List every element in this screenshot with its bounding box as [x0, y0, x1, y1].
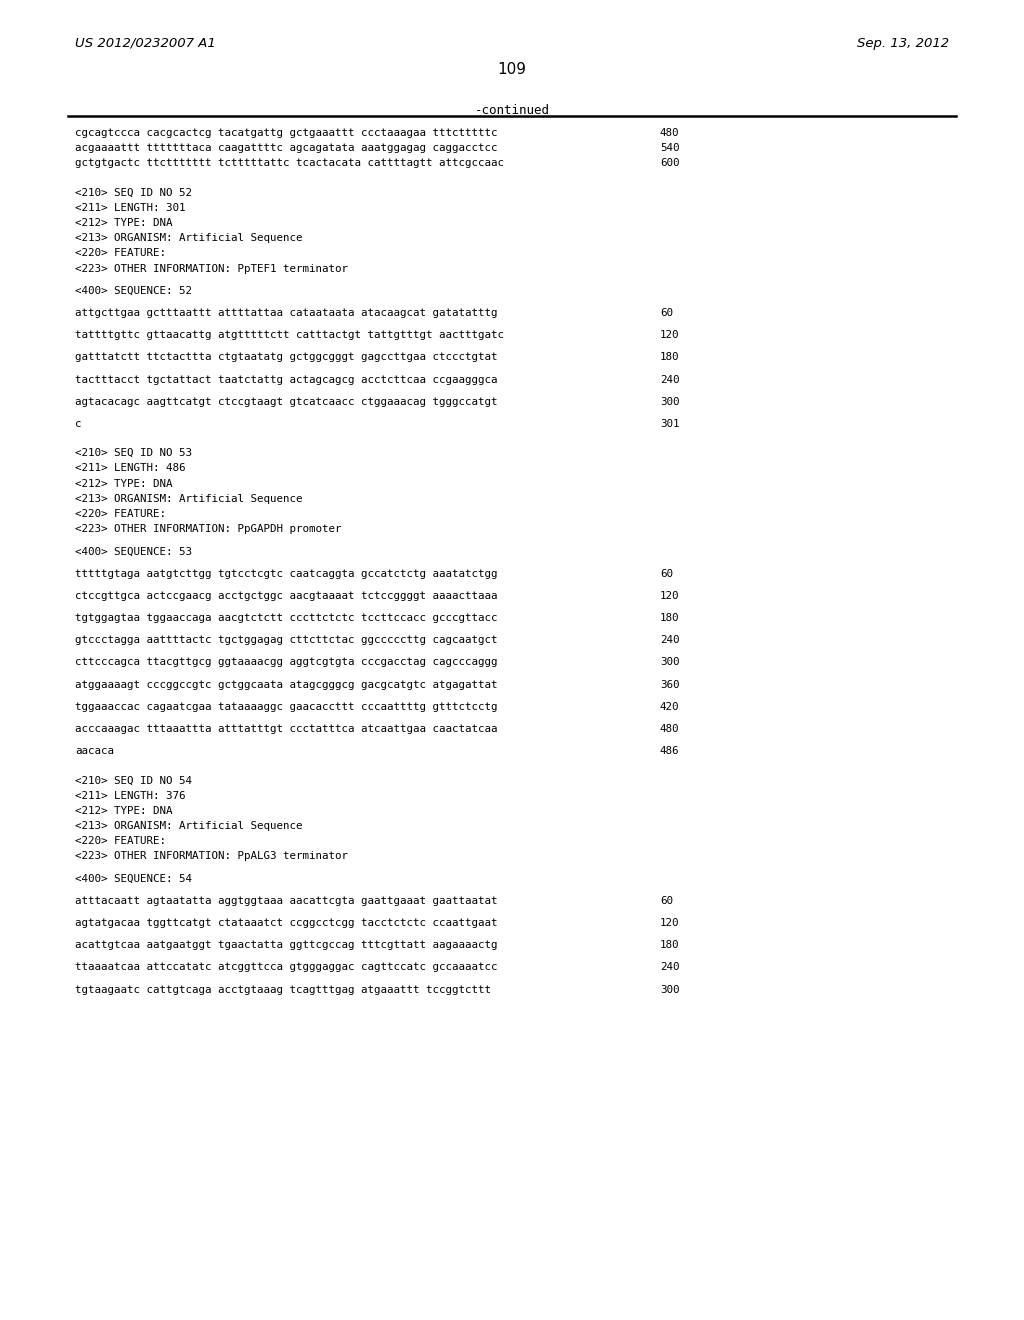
- Text: <210> SEQ ID NO 54: <210> SEQ ID NO 54: [75, 775, 193, 785]
- Text: atttacaatt agtaatatta aggtggtaaa aacattcgta gaattgaaat gaattaatat: atttacaatt agtaatatta aggtggtaaa aacattc…: [75, 896, 498, 906]
- Text: <212> TYPE: DNA: <212> TYPE: DNA: [75, 805, 172, 816]
- Text: agtacacagc aagttcatgt ctccgtaagt gtcatcaacc ctggaaacag tgggccatgt: agtacacagc aagttcatgt ctccgtaagt gtcatca…: [75, 397, 498, 407]
- Text: <223> OTHER INFORMATION: PpALG3 terminator: <223> OTHER INFORMATION: PpALG3 terminat…: [75, 851, 348, 862]
- Text: tggaaaccac cagaatcgaa tataaaaggc gaacaccttt cccaattttg gtttctcctg: tggaaaccac cagaatcgaa tataaaaggc gaacacc…: [75, 702, 498, 711]
- Text: <213> ORGANISM: Artificial Sequence: <213> ORGANISM: Artificial Sequence: [75, 494, 302, 504]
- Text: 120: 120: [660, 591, 680, 601]
- Text: -continued: -continued: [474, 104, 550, 117]
- Text: 240: 240: [660, 375, 680, 384]
- Text: gtccctagga aattttactc tgctggagag cttcttctac ggcccccttg cagcaatgct: gtccctagga aattttactc tgctggagag cttcttc…: [75, 635, 498, 645]
- Text: 120: 120: [660, 917, 680, 928]
- Text: 360: 360: [660, 680, 680, 689]
- Text: Sep. 13, 2012: Sep. 13, 2012: [857, 37, 949, 50]
- Text: 300: 300: [660, 397, 680, 407]
- Text: <400> SEQUENCE: 54: <400> SEQUENCE: 54: [75, 874, 193, 883]
- Text: aacaca: aacaca: [75, 746, 114, 756]
- Text: 180: 180: [660, 612, 680, 623]
- Text: gatttatctt ttctacttta ctgtaatatg gctggcgggt gagccttgaa ctccctgtat: gatttatctt ttctacttta ctgtaatatg gctggcg…: [75, 352, 498, 363]
- Text: <211> LENGTH: 301: <211> LENGTH: 301: [75, 203, 185, 213]
- Text: 300: 300: [660, 985, 680, 994]
- Text: <212> TYPE: DNA: <212> TYPE: DNA: [75, 479, 172, 488]
- Text: acccaaagac tttaaattta atttatttgt ccctatttca atcaattgaa caactatcaa: acccaaagac tttaaattta atttatttgt ccctatt…: [75, 723, 498, 734]
- Text: <220> FEATURE:: <220> FEATURE:: [75, 836, 166, 846]
- Text: gctgtgactc ttcttttttt tctttttattc tcactacata cattttagtt attcgccaac: gctgtgactc ttcttttttt tctttttattc tcacta…: [75, 158, 504, 169]
- Text: 540: 540: [660, 143, 680, 153]
- Text: 486: 486: [660, 746, 680, 756]
- Text: 60: 60: [660, 896, 673, 906]
- Text: 120: 120: [660, 330, 680, 341]
- Text: <223> OTHER INFORMATION: PpGAPDH promoter: <223> OTHER INFORMATION: PpGAPDH promote…: [75, 524, 341, 535]
- Text: 109: 109: [498, 62, 526, 77]
- Text: US 2012/0232007 A1: US 2012/0232007 A1: [75, 37, 216, 50]
- Text: cttcccagca ttacgttgcg ggtaaaacgg aggtcgtgta cccgacctag cagcccaggg: cttcccagca ttacgttgcg ggtaaaacgg aggtcgt…: [75, 657, 498, 668]
- Text: 60: 60: [660, 569, 673, 578]
- Text: acattgtcaa aatgaatggt tgaactatta ggttcgccag tttcgttatt aagaaaactg: acattgtcaa aatgaatggt tgaactatta ggttcgc…: [75, 940, 498, 950]
- Text: tgtggagtaa tggaaccaga aacgtctctt cccttctctc tccttccacc gcccgttacc: tgtggagtaa tggaaccaga aacgtctctt cccttct…: [75, 612, 498, 623]
- Text: <211> LENGTH: 486: <211> LENGTH: 486: [75, 463, 185, 474]
- Text: 600: 600: [660, 158, 680, 169]
- Text: 240: 240: [660, 962, 680, 973]
- Text: <400> SEQUENCE: 53: <400> SEQUENCE: 53: [75, 546, 193, 557]
- Text: tttttgtaga aatgtcttgg tgtcctcgtc caatcaggta gccatctctg aaatatctgg: tttttgtaga aatgtcttgg tgtcctcgtc caatcag…: [75, 569, 498, 578]
- Text: 180: 180: [660, 352, 680, 363]
- Text: ttaaaatcaa attccatatc atcggttcca gtgggaggac cagttccatc gccaaaatcc: ttaaaatcaa attccatatc atcggttcca gtgggag…: [75, 962, 498, 973]
- Text: ctccgttgca actccgaacg acctgctggc aacgtaaaat tctccggggt aaaacttaaa: ctccgttgca actccgaacg acctgctggc aacgtaa…: [75, 591, 498, 601]
- Text: 180: 180: [660, 940, 680, 950]
- Text: acgaaaattt tttttttaca caagattttc agcagatata aaatggagag caggacctcc: acgaaaattt tttttttaca caagattttc agcagat…: [75, 143, 498, 153]
- Text: <220> FEATURE:: <220> FEATURE:: [75, 510, 166, 519]
- Text: tgtaagaatc cattgtcaga acctgtaaag tcagtttgag atgaaattt tccggtcttt: tgtaagaatc cattgtcaga acctgtaaag tcagttt…: [75, 985, 490, 994]
- Text: <213> ORGANISM: Artificial Sequence: <213> ORGANISM: Artificial Sequence: [75, 234, 302, 243]
- Text: atggaaaagt cccggccgtc gctggcaata atagcgggcg gacgcatgtc atgagattat: atggaaaagt cccggccgtc gctggcaata atagcgg…: [75, 680, 498, 689]
- Text: 480: 480: [660, 128, 680, 139]
- Text: attgcttgaa gctttaattt attttattaa cataataata atacaagcat gatatatttg: attgcttgaa gctttaattt attttattaa cataata…: [75, 308, 498, 318]
- Text: <220> FEATURE:: <220> FEATURE:: [75, 248, 166, 259]
- Text: c: c: [75, 418, 82, 429]
- Text: <212> TYPE: DNA: <212> TYPE: DNA: [75, 218, 172, 228]
- Text: cgcagtccca cacgcactcg tacatgattg gctgaaattt ccctaaagaa tttctttttc: cgcagtccca cacgcactcg tacatgattg gctgaaa…: [75, 128, 498, 139]
- Text: <223> OTHER INFORMATION: PpTEF1 terminator: <223> OTHER INFORMATION: PpTEF1 terminat…: [75, 264, 348, 273]
- Text: 301: 301: [660, 418, 680, 429]
- Text: 60: 60: [660, 308, 673, 318]
- Text: <210> SEQ ID NO 53: <210> SEQ ID NO 53: [75, 449, 193, 458]
- Text: 240: 240: [660, 635, 680, 645]
- Text: tattttgttc gttaacattg atgtttttctt catttactgt tattgtttgt aactttgatc: tattttgttc gttaacattg atgtttttctt cattta…: [75, 330, 504, 341]
- Text: <213> ORGANISM: Artificial Sequence: <213> ORGANISM: Artificial Sequence: [75, 821, 302, 832]
- Text: tactttacct tgctattact taatctattg actagcagcg acctcttcaa ccgaagggca: tactttacct tgctattact taatctattg actagca…: [75, 375, 498, 384]
- Text: <400> SEQUENCE: 52: <400> SEQUENCE: 52: [75, 286, 193, 296]
- Text: 480: 480: [660, 723, 680, 734]
- Text: agtatgacaa tggttcatgt ctataaatct ccggcctcgg tacctctctc ccaattgaat: agtatgacaa tggttcatgt ctataaatct ccggcct…: [75, 917, 498, 928]
- Text: <210> SEQ ID NO 52: <210> SEQ ID NO 52: [75, 187, 193, 198]
- Text: <211> LENGTH: 376: <211> LENGTH: 376: [75, 791, 185, 801]
- Text: 420: 420: [660, 702, 680, 711]
- Text: 300: 300: [660, 657, 680, 668]
